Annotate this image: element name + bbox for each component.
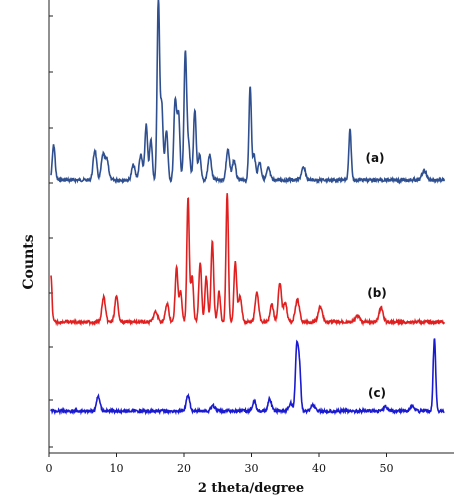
x-ticks: 0 10 20 30 40 50	[46, 453, 394, 475]
x-tick-label: 50	[380, 462, 394, 475]
x-tick-label: 30	[245, 462, 259, 475]
series-line	[50, 193, 446, 327]
x-tick-label: 0	[46, 462, 53, 475]
x-tick-label: 40	[312, 462, 326, 475]
series-label: (c)	[368, 386, 386, 400]
x-tick-label: 10	[110, 462, 124, 475]
x-axis-label: 2 theta/degree	[198, 481, 304, 496]
y-axis-label: Counts	[21, 234, 37, 289]
y-ticks	[49, 15, 53, 448]
trace-labels: (a) (b) (c)	[365, 151, 386, 400]
series-label: (a)	[365, 151, 384, 165]
series-line	[50, 338, 445, 416]
series-label: (b)	[367, 286, 387, 300]
series-line	[50, 0, 446, 185]
diffraction-traces	[50, 0, 446, 416]
x-tick-label: 20	[177, 462, 191, 475]
